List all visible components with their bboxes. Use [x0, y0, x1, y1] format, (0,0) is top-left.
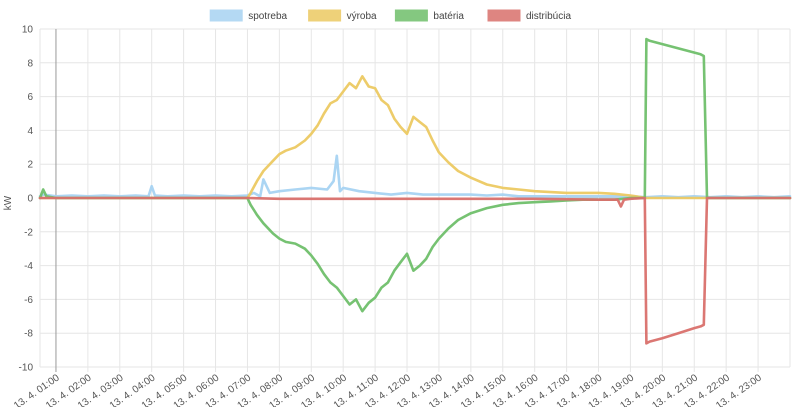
series-line-1 — [38, 75, 792, 200]
legend-item-0[interactable]: spotreba — [209, 9, 288, 22]
legend-label: spotreba — [248, 11, 287, 22]
y-tick-label: -6 — [24, 295, 33, 306]
y-tick-label: -8 — [24, 329, 33, 340]
legend-swatch — [487, 9, 521, 22]
y-tick-label: -4 — [24, 261, 33, 272]
y-tick-label: -2 — [24, 227, 33, 238]
y-axis-label: kW — [3, 195, 14, 210]
y-tick-label: 2 — [27, 160, 33, 171]
legend-item-3[interactable]: distribúcia — [487, 9, 571, 22]
legend-label: výroba — [347, 11, 377, 22]
legend-item-2[interactable]: batéria — [394, 9, 464, 22]
series-line-0 — [38, 154, 792, 199]
y-tick-label: 4 — [27, 126, 33, 137]
legend-swatch — [209, 9, 243, 22]
legend-label: batéria — [433, 11, 464, 22]
grid-layer — [39, 28, 791, 372]
series-layer — [38, 37, 792, 345]
y-tick-label: -10 — [19, 363, 34, 374]
legend-swatch — [308, 9, 342, 22]
y-tick-label: 8 — [27, 58, 33, 69]
legend-item-1[interactable]: výroba — [308, 9, 377, 22]
y-tick-label: 6 — [27, 92, 33, 103]
legend-swatch — [394, 9, 428, 22]
legend-label: distribúcia — [526, 11, 571, 22]
legend[interactable]: spotreba výroba batéria distribúcia — [209, 9, 571, 22]
y-tick-label: 10 — [22, 25, 34, 36]
series-line-2 — [38, 37, 792, 313]
series-line-3 — [38, 196, 792, 345]
y-tick-label: 0 — [27, 194, 33, 205]
